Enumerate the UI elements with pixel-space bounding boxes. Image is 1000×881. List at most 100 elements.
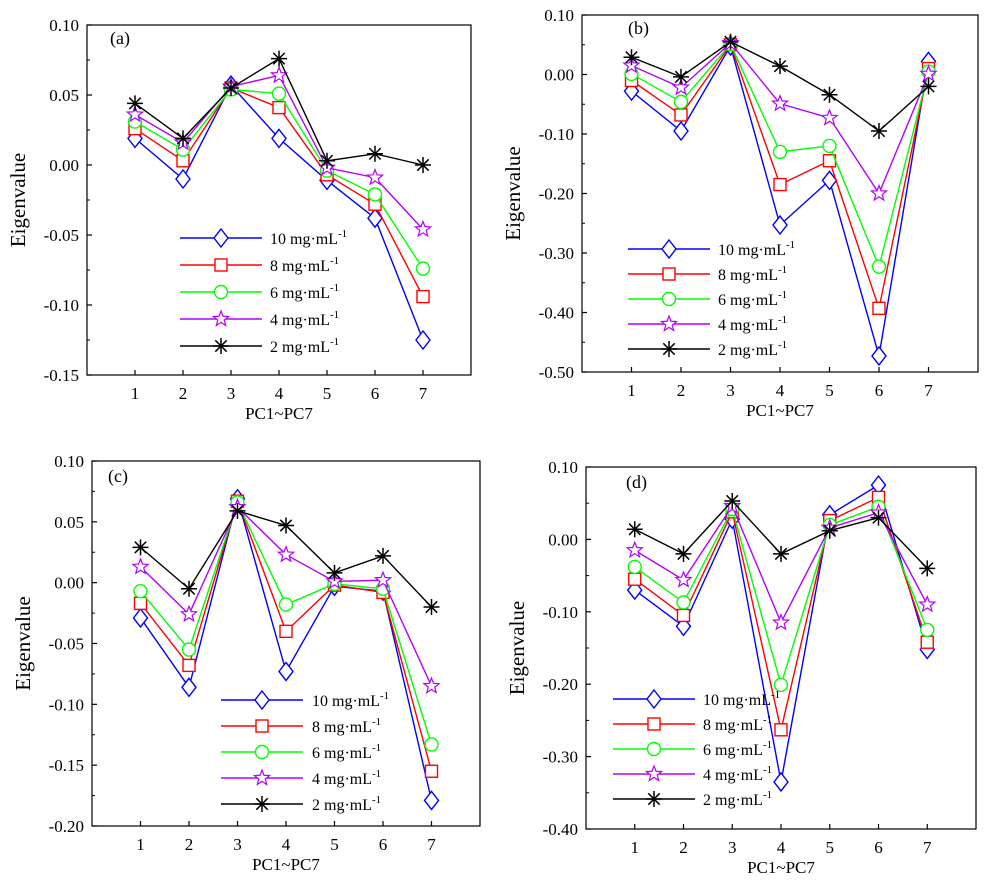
data-point (179, 604, 199, 623)
data-point (772, 144, 788, 160)
chart-panel-2: -0.50 -0.40 -0.30 -0.20 -0.10 0.00 0.10 1 2 3 4 5 6 7… (501, 6, 979, 420)
legend-marker (254, 689, 270, 711)
data-point (871, 345, 887, 367)
panel-label: (a) (110, 28, 130, 49)
data-point (181, 642, 197, 657)
legend-label: 6 mg·mL-1 (703, 739, 772, 759)
y-tick-label: -0.05 (49, 635, 84, 654)
data-point (627, 559, 642, 575)
x-tick-label: 5 (825, 381, 834, 400)
y-tick-label: 0.10 (49, 16, 79, 35)
y-tick-label: -0.10 (44, 296, 79, 315)
data-point (772, 214, 788, 236)
legend-label: 6 mg·mL-1 (312, 742, 381, 762)
y-axis-label: Eigenvalue (501, 146, 525, 240)
x-tick-label: 7 (419, 384, 428, 403)
data-point (127, 95, 143, 112)
legend-label: 4 mg·mL-1 (270, 309, 339, 329)
data-point (415, 261, 431, 276)
legend-marker (661, 341, 677, 357)
x-tick-label: 7 (924, 381, 933, 400)
x-tick-label: 3 (728, 838, 737, 857)
y-tick-label: -0.15 (49, 756, 84, 775)
y-tick-label: 0.10 (548, 458, 578, 477)
data-point (278, 597, 294, 612)
data-point (367, 145, 383, 162)
legend-marker (213, 284, 229, 300)
series-5 (623, 33, 937, 140)
legend-entry: 10 mg·mL-1 (180, 227, 347, 249)
data-point (676, 608, 691, 623)
data-point (272, 100, 286, 115)
chart-panel-3: -0.20 -0.15 -0.10 -0.05 0.00 0.05 0.10 1 2 3 4 5 6 7 P… (11, 452, 481, 874)
data-point (919, 64, 938, 82)
x-tick-label: 4 (282, 835, 291, 854)
data-point (367, 187, 383, 202)
legend-label: 8 mg·mL-1 (312, 716, 381, 736)
x-tick-label: 2 (679, 838, 688, 857)
legend-marker (659, 314, 679, 332)
legend-entry: 2 mg·mL-1 (180, 336, 339, 356)
x-tick-label: 3 (233, 835, 242, 854)
legend-marker (252, 768, 272, 786)
data-point (271, 86, 287, 101)
x-tick-label: 6 (875, 381, 884, 400)
data-point (125, 104, 145, 123)
legend-entry: 4 mg·mL-1 (180, 309, 339, 329)
x-axis-label: PC1~PC7 (252, 855, 320, 874)
data-point (920, 635, 934, 649)
legend: 10 mg·mL-1 8 mg·mL-1 6 mg·mL-1 4 mg·mL-1 2 m… (221, 689, 389, 814)
x-tick-label: 2 (179, 384, 188, 403)
data-point (271, 50, 287, 67)
x-tick-label: 1 (136, 835, 145, 854)
legend-marker (254, 744, 270, 760)
x-tick-label: 1 (131, 384, 140, 403)
x-tick-label: 7 (923, 838, 932, 857)
data-point (416, 289, 430, 304)
data-point (133, 583, 148, 599)
data-point (671, 77, 691, 96)
panel-label: (d) (626, 472, 647, 493)
y-tick-label: 0.00 (54, 574, 84, 593)
series-3 (133, 495, 439, 752)
series-2 (133, 494, 439, 778)
legend: 10 mg·mL-1 8 mg·mL-1 6 mg·mL-1 4 mg·mL-1 2 m… (613, 688, 780, 809)
legend-marker (214, 258, 228, 272)
data-point (175, 168, 191, 190)
legend-marker (255, 719, 269, 733)
data-point (674, 570, 693, 588)
data-point (319, 152, 335, 169)
legend-label: 6 mg·mL-1 (270, 282, 339, 302)
legend-entry: 4 mg·mL-1 (221, 768, 381, 788)
data-point (869, 183, 889, 202)
data-point (673, 94, 689, 110)
legend-label: 2 mg·mL-1 (312, 794, 381, 814)
legend-entry: 8 mg·mL-1 (221, 716, 381, 736)
y-tick-label: -0.50 (539, 363, 574, 382)
data-point (423, 790, 440, 811)
data-point (675, 545, 692, 562)
data-point (773, 677, 789, 693)
data-point (920, 78, 937, 95)
data-point (131, 557, 150, 575)
y-tick-label: -0.20 (539, 185, 574, 204)
legend-entry: 2 mg·mL-1 (628, 339, 787, 359)
data-point (279, 624, 293, 639)
legend-marker (661, 291, 677, 307)
y-axis-label: Eigenvalue (11, 596, 35, 690)
data-point (182, 658, 196, 673)
y-tick-label: -0.10 (543, 603, 578, 622)
data-point (271, 128, 287, 149)
legend-label: 10 mg·mL-1 (703, 689, 780, 709)
chart-panel-4: -0.40 -0.30 -0.20 -0.10 0.00 0.10 1 2 3 4 5 6 7 PC1~P… (505, 458, 977, 877)
data-point (423, 599, 440, 615)
chart-panel-1: -0.15 -0.10 -0.05 0.00 0.05 0.10 1 2 3 4 5 6 7 PC1~PC… (6, 16, 472, 423)
data-point (278, 661, 294, 682)
x-tick-label: 6 (371, 384, 380, 403)
legend-label: 10 mg·mL-1 (718, 239, 795, 259)
data-point (133, 596, 148, 611)
data-point (918, 594, 937, 613)
data-point (821, 170, 838, 191)
data-point (774, 723, 788, 737)
data-point (674, 108, 688, 122)
